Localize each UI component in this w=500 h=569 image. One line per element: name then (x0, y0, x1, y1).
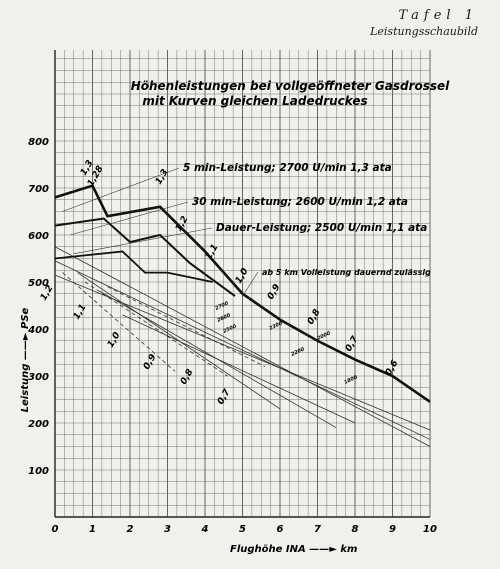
rpm-label: 2200 (290, 346, 306, 358)
plate-number: Tafel 1 (398, 8, 478, 23)
series-layer (54, 167, 431, 447)
rpm-label: 1800 (343, 374, 359, 386)
y-tick-label: 400 (27, 325, 49, 336)
pressure-label: 1,0 (234, 267, 251, 286)
chart-title: Höhenleistungen bei vollgeöffneter Gasdr… (131, 79, 450, 93)
pressure-label: 0,8 (179, 368, 196, 387)
rpm-label: 2300 (268, 320, 284, 332)
pressure-curve (54, 260, 431, 440)
x-tick-label: 4 (201, 524, 209, 535)
series-label-3: Dauer-Leistung; 2500 U/min 1,1 ata (216, 222, 427, 234)
x-axis-label: Flughöhe INA ——► km (230, 544, 357, 555)
x-tick-label: 3 (164, 524, 171, 535)
x-tick-label: 1 (89, 524, 96, 535)
x-tick-label: 6 (277, 524, 284, 535)
pressure-label: 0,7 (344, 334, 361, 353)
pressure-label: 1,0 (106, 331, 123, 350)
rpm-label: 2000 (316, 330, 332, 342)
y-tick-label: 300 (28, 372, 49, 383)
series-label-2: 30 min-Leistung; 2600 U/min 1,2 ata (192, 196, 408, 208)
rpm-label: 2700 (214, 300, 230, 312)
plate-subtitle: Leistungsschaubild (370, 25, 478, 38)
series-line-2 (54, 217, 236, 297)
y-tick-label: 100 (28, 466, 49, 477)
rpm-label: 2500 (222, 323, 238, 335)
chart-subtitle: mit Kurven gleichen Ladedruckes (142, 94, 367, 108)
dashed-curve (62, 272, 176, 372)
series-line-3 (54, 250, 213, 283)
x-tick-label: 2 (127, 524, 134, 535)
x-tick-label: 7 (314, 524, 321, 535)
pressure-label: 0,7 (216, 387, 233, 406)
label-layer: 0 1 2 3 4 5 6 7 8 9 10 100 200 300 400 500 600 700 800 5 mi… (27, 137, 437, 535)
series-label-1: 5 min-Leistung; 2700 U/min 1,3 ata (183, 162, 392, 174)
legend-leader (73, 227, 213, 255)
series-line-1 (54, 184, 431, 403)
y-tick-label: 600 (28, 231, 49, 242)
y-tick-label: 500 (28, 278, 49, 289)
dashed-curve (84, 281, 228, 377)
y-axis-label: Leistung ——► PSe (20, 307, 31, 412)
legend-leader (62, 167, 180, 212)
y-tick-label: 200 (28, 419, 49, 430)
x-tick-label: 10 (423, 524, 437, 535)
legend-leader (69, 201, 189, 236)
pressure-label: 0,6 (384, 359, 401, 378)
x-tick-label: 0 (52, 524, 59, 535)
plate-header: Tafel 1 Leistungsschaubild (370, 8, 478, 38)
pressure-curve (54, 246, 431, 447)
x-tick-label: 5 (239, 524, 246, 535)
dashed-curve (107, 286, 266, 367)
annotation-text: ab 5 km Volleistung dauernd zulässig (262, 268, 431, 277)
x-tick-label: 9 (389, 524, 396, 535)
y-tick-label: 800 (28, 137, 49, 148)
pressure-label: 1,3 (154, 168, 171, 187)
x-tick-label: 8 (352, 524, 359, 535)
pressure-curve (54, 274, 431, 431)
pressure-curve (122, 314, 356, 424)
pressure-label: 1,2 (174, 215, 191, 234)
annotation-leader (242, 271, 259, 297)
y-tick-label: 700 (28, 184, 49, 195)
pressure-label: 0,9 (142, 353, 159, 372)
rpm-label: 2600 (216, 312, 232, 324)
